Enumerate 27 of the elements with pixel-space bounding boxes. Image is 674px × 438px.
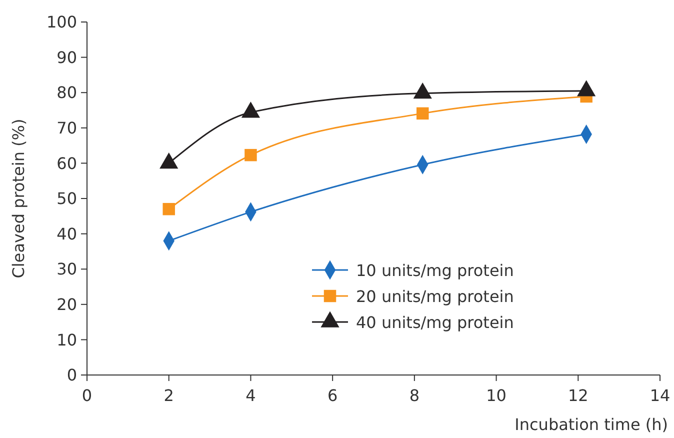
y-tick-label: 60: [56, 154, 77, 173]
y-tick-label: 100: [46, 12, 77, 32]
x-tick-label: 14: [650, 386, 670, 405]
legend-label: 10 units/mg protein: [356, 261, 514, 280]
y-tick-label: 70: [56, 118, 77, 138]
x-tick-label: 6: [327, 386, 338, 405]
y-tick-label: 50: [56, 189, 77, 208]
point: [416, 107, 429, 120]
y-axis-title: Cleaved protein (%): [9, 118, 28, 278]
y-tick-label: 40: [56, 224, 77, 244]
y-tick-label: 0: [66, 366, 77, 385]
y-tick-label: 90: [56, 48, 77, 67]
x-tick-label: 0: [82, 386, 92, 405]
x-tick-label: 12: [568, 386, 588, 405]
y-tick-label: 80: [56, 83, 77, 102]
point: [162, 202, 175, 216]
y-tick-label: 20: [56, 295, 77, 314]
x-axis-title: Incubation time (h): [514, 415, 668, 434]
x-tick-label: 2: [164, 386, 174, 405]
x-tick-label: 4: [246, 386, 256, 405]
point: [244, 148, 257, 162]
legend-label: 20 units/mg protein: [356, 287, 514, 306]
x-tick-label: 10: [486, 386, 506, 405]
x-tick-label: 8: [409, 386, 420, 405]
y-tick-label: 30: [56, 260, 77, 279]
y-tick-label: 10: [56, 330, 77, 350]
legend-label: 40 units/mg protein: [356, 313, 514, 332]
